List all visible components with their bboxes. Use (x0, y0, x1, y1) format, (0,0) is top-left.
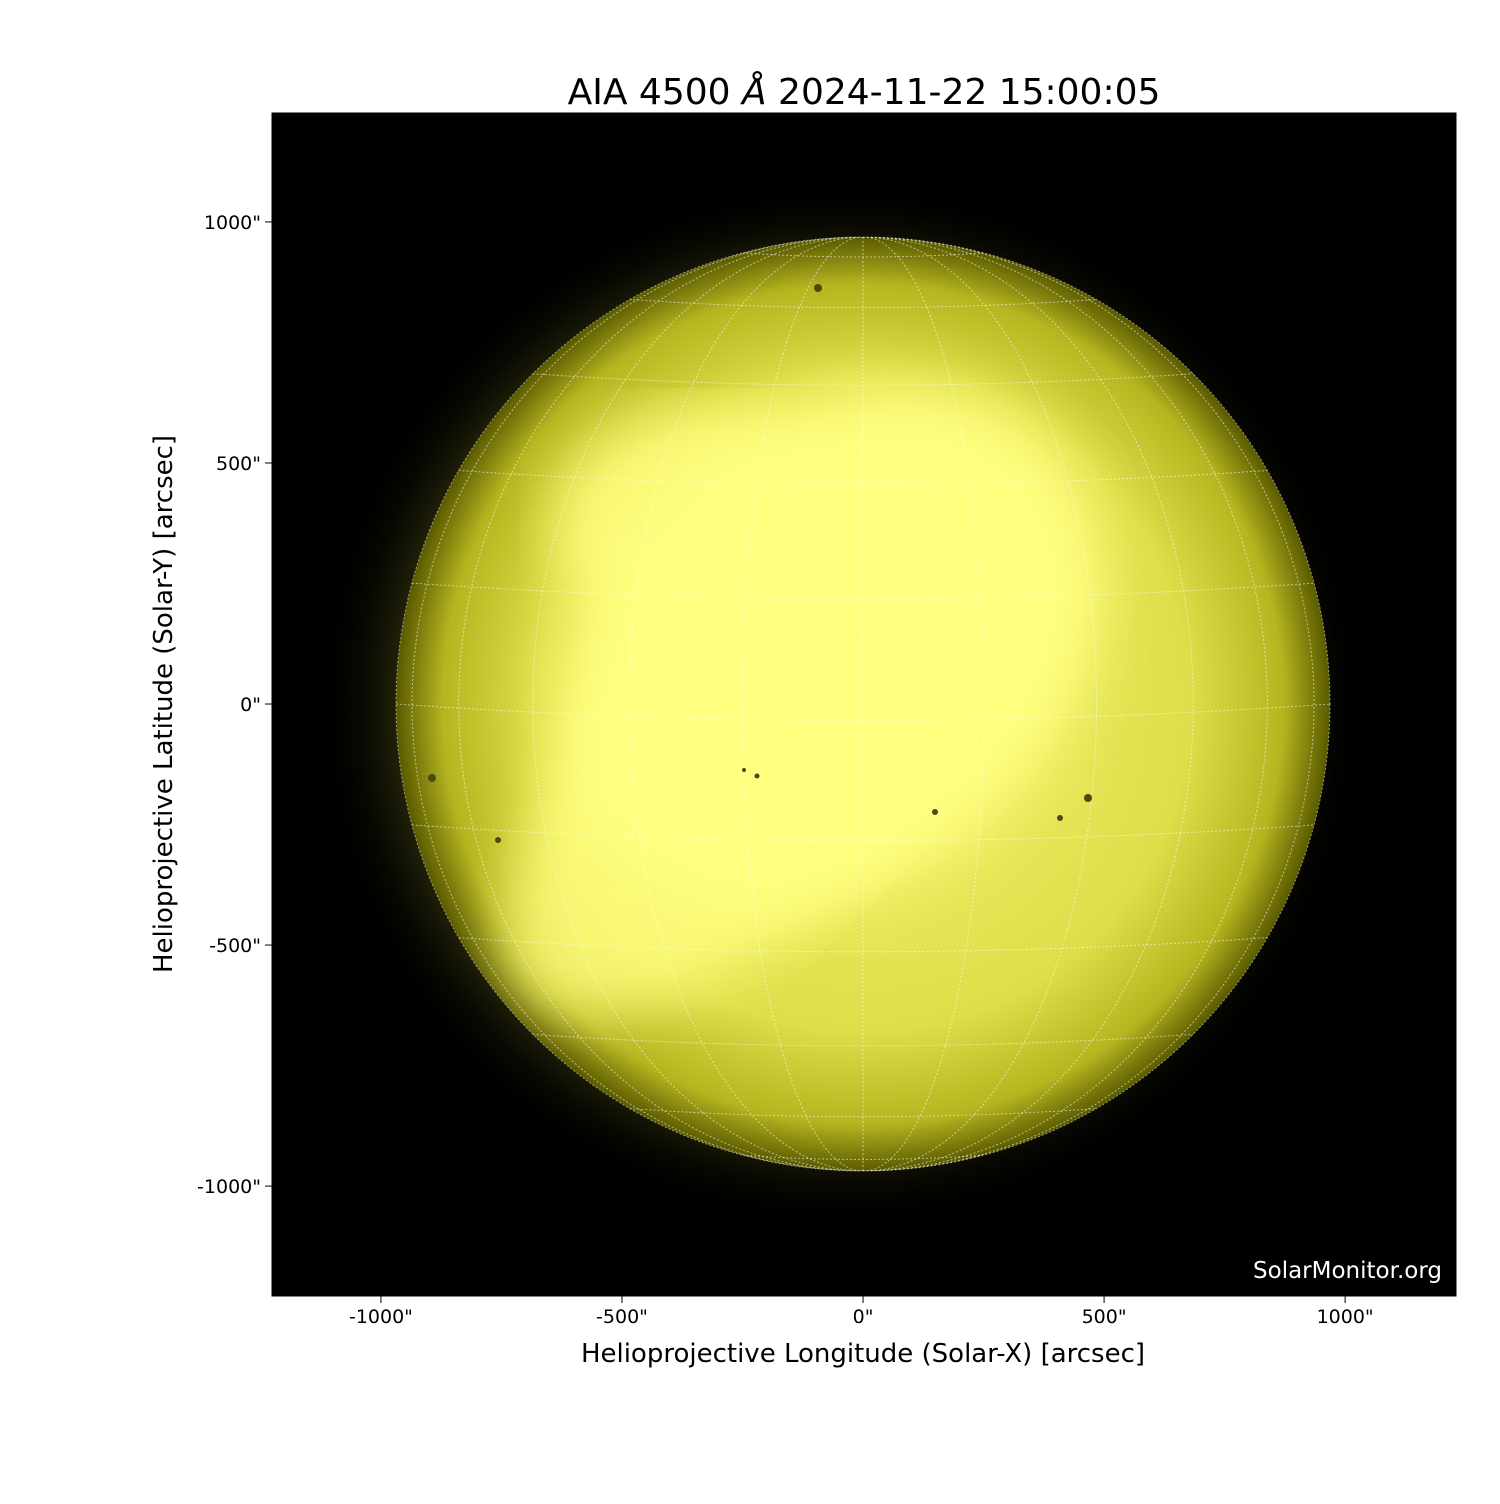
longitude-line (863, 237, 1269, 1171)
latitude-line (629, 1108, 1097, 1118)
longitude-line (411, 237, 864, 1171)
bright-band (503, 388, 1104, 1017)
longitude-line (863, 237, 985, 1171)
plot-area: SolarMonitor.org (272, 113, 1456, 1296)
y-tick-label: 0" (240, 694, 261, 716)
longitude-line (457, 237, 864, 1171)
sunspot (1057, 815, 1063, 821)
x-tick-label: 0" (853, 1306, 874, 1328)
longitude-line (628, 237, 864, 1171)
latitude-line (458, 469, 1268, 486)
limb-outline (395, 236, 1331, 1172)
sunspot (932, 809, 938, 815)
watermark: SolarMonitor.org (1253, 1258, 1442, 1284)
y-axis-label: Helioprojective Latitude (Solar-Y) [arcs… (149, 435, 179, 973)
heliographic-grid (396, 237, 1330, 1171)
longitude-line (863, 237, 1315, 1171)
sunspot (742, 768, 746, 772)
x-tick-label: 1000" (1317, 1306, 1374, 1328)
latitude-line (742, 1154, 984, 1160)
y-tick-label: -1000" (197, 1176, 261, 1198)
sunspot (1084, 794, 1092, 802)
y-tick-label: -500" (209, 935, 261, 957)
sunspots (428, 284, 1092, 843)
longitude-line (863, 237, 1098, 1171)
latitude-line (458, 937, 1268, 953)
chart-title: AIA 4500 Å 2024-11-22 15:00:05 (568, 70, 1161, 113)
x-axis: -1000" -500" 0" 500" 1000" (349, 1296, 1374, 1328)
latitude-line (532, 1033, 1194, 1047)
x-tick-label: -1000" (349, 1306, 413, 1328)
longitude-line (741, 237, 864, 1171)
y-tick-label: 500" (216, 453, 261, 475)
sunspot (754, 773, 760, 779)
x-axis-label: Helioprojective Longitude (Solar-X) [arc… (581, 1339, 1145, 1369)
sunspot (428, 774, 436, 782)
latitude-line (629, 298, 1097, 309)
x-tick-label: 500" (1082, 1306, 1127, 1328)
sunspot (814, 284, 822, 292)
y-tick-label: 1000" (204, 212, 261, 234)
sunspot (495, 837, 501, 843)
y-axis: 1000" 500" 0" -500" -1000" (197, 212, 272, 1198)
x-tick-label: -500" (596, 1306, 648, 1328)
